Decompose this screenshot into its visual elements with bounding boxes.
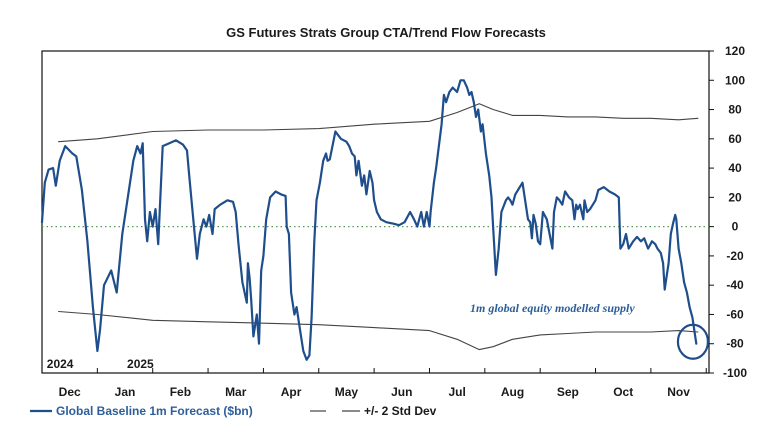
y-axis: -100 -80 -60 -40 -20 0 20 40 60 80 100 120 bbox=[709, 44, 747, 380]
x-axis: Dec Jan Feb Mar Apr May Jun Jul Aug Sep Oct Nov 2024… bbox=[47, 357, 707, 399]
x-tick-label: Aug bbox=[501, 385, 524, 399]
x-tick-label: Dec bbox=[59, 385, 81, 399]
y-tick-label: -80 bbox=[726, 337, 744, 351]
x-tick-label: Sep bbox=[557, 385, 579, 399]
x-tick-label: Mar bbox=[225, 385, 247, 399]
x-tick-label: May bbox=[335, 385, 359, 399]
x-tick-label: Jan bbox=[115, 385, 136, 399]
series-line-std-dev-lower bbox=[58, 310, 699, 351]
x-tick-label: Jul bbox=[448, 385, 465, 399]
std-dev-band-layer bbox=[58, 103, 699, 351]
highlight-circle bbox=[676, 323, 710, 360]
annotation-layer: 1m global equity modelled supply bbox=[470, 301, 710, 360]
legend: Global Baseline 1m Forecast ($bn) +/- 2 … bbox=[30, 404, 437, 418]
y-tick-label: 80 bbox=[728, 103, 742, 117]
legend-label-forecast: Global Baseline 1m Forecast ($bn) bbox=[56, 404, 253, 418]
chart-title: GS Futures Strats Group CTA/Trend Flow F… bbox=[226, 25, 546, 40]
y-tick-label: -100 bbox=[723, 366, 747, 380]
y-tick-label: 60 bbox=[728, 132, 742, 146]
legend-label-std-dev: +/- 2 Std Dev bbox=[364, 404, 437, 418]
x-tick-label: Jun bbox=[391, 385, 412, 399]
y-tick-label: -20 bbox=[726, 249, 744, 263]
y-tick-label: 20 bbox=[728, 190, 742, 204]
x-tick-label: Nov bbox=[667, 385, 690, 399]
y-tick-label: 120 bbox=[725, 44, 745, 58]
y-tick-label: 40 bbox=[728, 161, 742, 175]
annotation-text: 1m global equity modelled supply bbox=[470, 301, 635, 315]
plot-frame bbox=[41, 50, 710, 374]
x-tick-label: Oct bbox=[613, 385, 633, 399]
x-tick-label: Feb bbox=[170, 385, 191, 399]
forecast-series-layer bbox=[40, 79, 698, 361]
y-tick-label: 0 bbox=[732, 220, 739, 234]
series-line-global-baseline bbox=[40, 79, 698, 361]
series-line-std-dev-upper bbox=[58, 103, 699, 143]
y-tick-label: -40 bbox=[726, 278, 744, 292]
y-tick-label: 100 bbox=[725, 73, 745, 87]
y-tick-label: -60 bbox=[726, 307, 744, 321]
year-label: 2024 bbox=[47, 357, 74, 371]
year-label: 2025 bbox=[127, 357, 154, 371]
x-tick-label: Apr bbox=[281, 385, 302, 399]
